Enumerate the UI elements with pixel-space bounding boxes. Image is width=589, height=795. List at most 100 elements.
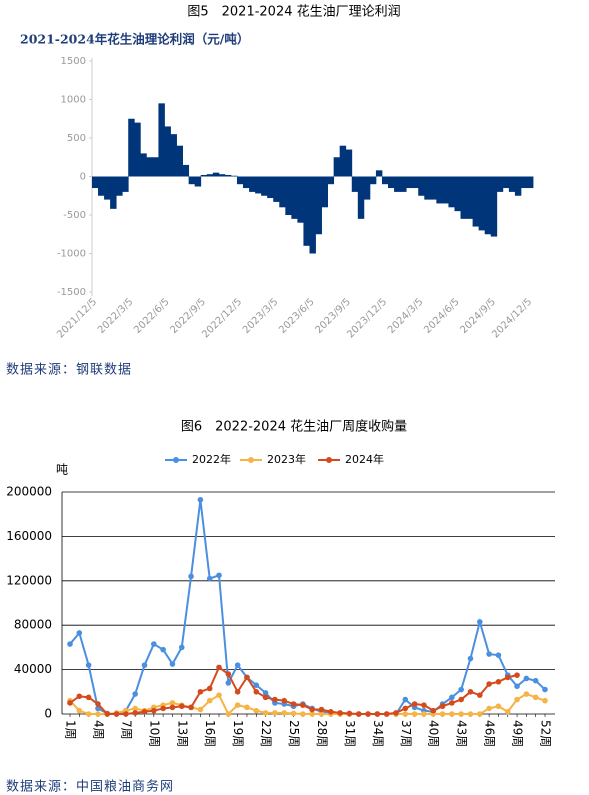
data-point	[113, 711, 120, 717]
x-tick-label: 13周	[175, 720, 189, 747]
x-tick-label: 25周	[287, 720, 301, 747]
data-point	[411, 711, 418, 717]
area-bar	[484, 176, 492, 235]
data-point	[365, 711, 371, 717]
area-bar	[122, 176, 129, 192]
area-bar	[170, 134, 177, 177]
data-point	[532, 677, 539, 684]
data-point	[151, 641, 157, 647]
y-tick-label: 500	[67, 133, 86, 144]
area-bar	[375, 170, 383, 177]
y-tick-label: 80000	[14, 618, 52, 632]
area-bar	[249, 176, 256, 192]
area-bar	[140, 153, 147, 177]
data-point	[514, 683, 520, 690]
data-point	[95, 711, 101, 717]
data-point	[76, 693, 83, 700]
area-bar	[321, 176, 329, 208]
data-point	[141, 662, 148, 668]
data-point	[402, 705, 409, 712]
x-tick-label: 16周	[203, 720, 217, 747]
y-tick-label: 160000	[6, 529, 52, 543]
area-bar	[261, 176, 268, 196]
data-point	[458, 686, 464, 693]
data-point	[355, 711, 362, 717]
y-axis-label: 吨	[56, 463, 68, 477]
data-point	[467, 655, 474, 662]
data-point	[104, 711, 111, 717]
data-point	[467, 689, 474, 695]
legend-marker	[248, 457, 254, 463]
data-point	[262, 690, 269, 696]
data-point	[439, 711, 446, 717]
y-tick-label: 1000	[61, 95, 86, 106]
data-point	[244, 674, 250, 681]
area-bar	[430, 176, 437, 200]
data-point	[206, 685, 213, 692]
data-point	[486, 651, 492, 657]
data-point	[85, 694, 92, 701]
area-bar	[309, 176, 316, 254]
area-bar	[460, 176, 467, 219]
x-tick-label: 52周	[539, 720, 553, 747]
x-tick-label: 43周	[455, 720, 469, 747]
data-point	[76, 630, 83, 636]
area-bar	[206, 174, 214, 177]
area-bar	[303, 176, 310, 246]
area-bar	[279, 176, 286, 208]
data-point	[467, 711, 474, 717]
data-point	[495, 703, 502, 710]
data-point	[188, 704, 194, 711]
data-point	[281, 710, 288, 716]
x-tick-label: 4周	[91, 720, 105, 740]
x-tick-label: 40周	[427, 720, 441, 747]
x-tick-label: 2023/3/5	[241, 296, 281, 336]
x-tick-label: 49周	[511, 720, 525, 747]
data-point	[458, 696, 464, 703]
area-bar	[424, 176, 431, 200]
x-tick-label: 2022/6/5	[132, 296, 172, 336]
legend-label: 2022年	[192, 452, 231, 466]
area-bar	[182, 164, 190, 177]
area-bar	[116, 176, 123, 196]
area-bar	[357, 176, 365, 219]
y-tick-label: -1500	[57, 287, 86, 298]
data-point	[477, 692, 483, 698]
series-line	[69, 499, 546, 716]
x-tick-label: 19周	[231, 720, 245, 747]
data-point	[290, 710, 297, 717]
area-bar	[388, 176, 395, 189]
area-bar	[478, 176, 486, 231]
area-bar	[194, 176, 202, 187]
data-point	[85, 662, 92, 668]
data-point	[253, 682, 260, 688]
data-point	[272, 710, 278, 716]
x-tick-label: 10周	[147, 720, 161, 747]
area-bar	[526, 176, 534, 189]
area-bar	[200, 174, 208, 177]
data-point	[421, 711, 427, 717]
data-point	[309, 711, 315, 717]
area-bar	[514, 176, 522, 196]
area-bar	[218, 174, 226, 177]
area-bar	[339, 145, 347, 177]
area-bar	[273, 176, 280, 202]
data-point	[206, 697, 213, 704]
legend-marker	[173, 457, 179, 463]
data-point	[346, 710, 353, 717]
area-bar	[508, 176, 516, 192]
data-point	[300, 711, 306, 717]
area-bar	[502, 176, 510, 189]
area-bar	[188, 176, 196, 185]
area-bar	[496, 176, 504, 192]
source: 数据来源：中国粮油商务网	[6, 779, 174, 795]
data-point	[495, 652, 502, 658]
area-bar	[381, 176, 389, 185]
area-bar	[448, 176, 455, 208]
area-bar	[454, 176, 461, 212]
data-point	[439, 703, 446, 710]
data-point	[477, 619, 483, 625]
data-point	[290, 701, 297, 707]
data-point	[132, 691, 138, 697]
